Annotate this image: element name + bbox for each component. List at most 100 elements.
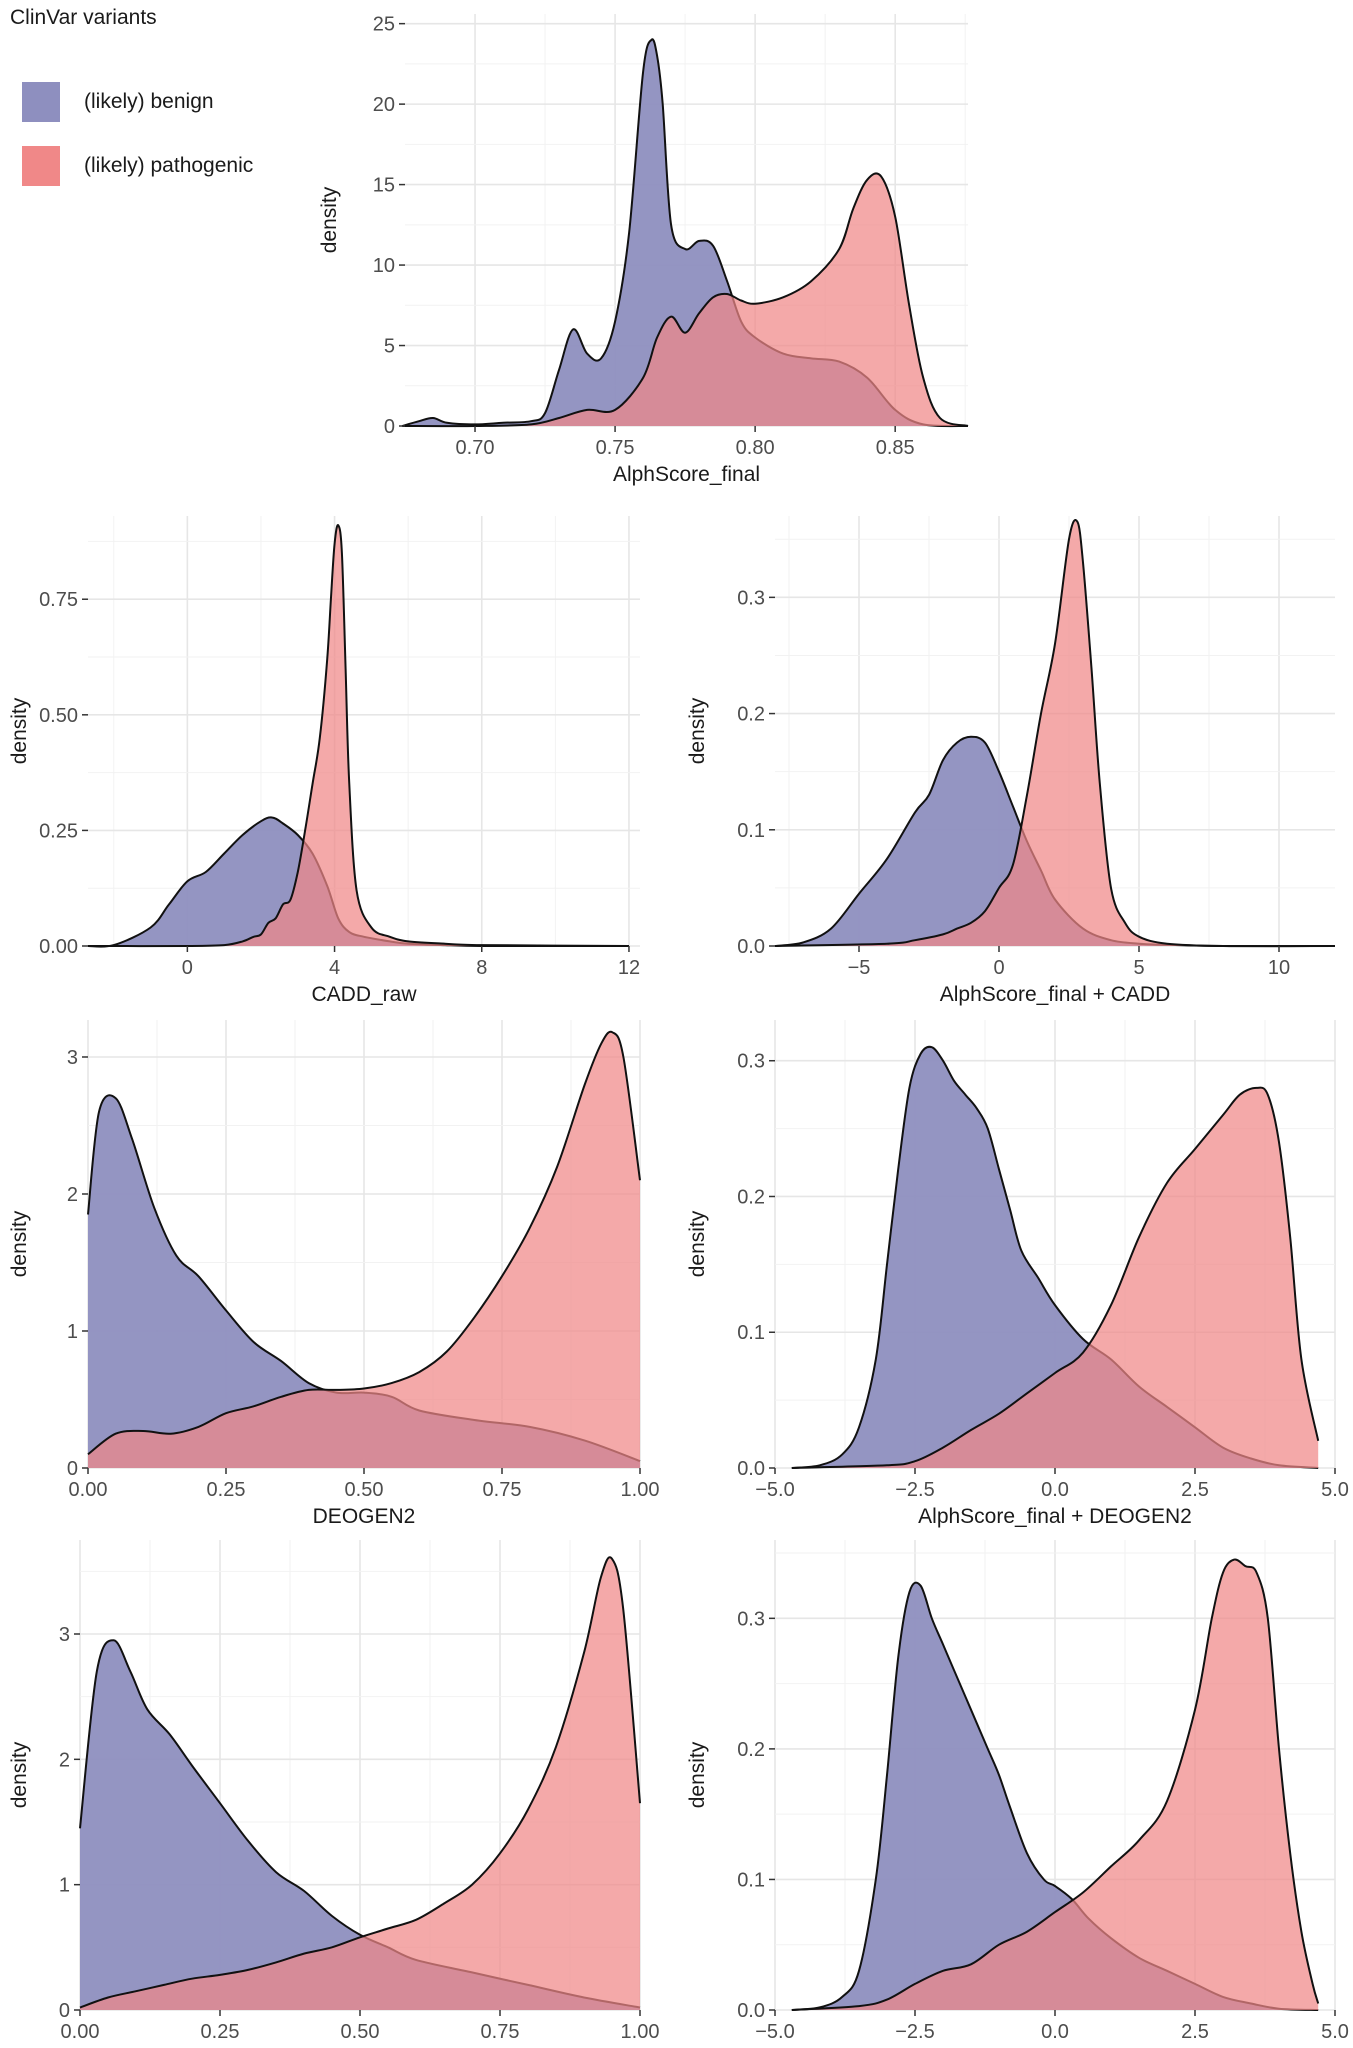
x-tick-label: 5 <box>1133 957 1144 979</box>
density-area-benign <box>791 1046 1319 1468</box>
density-line-pathogenic <box>79 1556 641 2009</box>
y-tick-label: 0 <box>59 2000 70 2022</box>
x-tick-label: 0.25 <box>207 1479 246 1501</box>
y-axis-label: density <box>8 1210 31 1277</box>
y-axis-label: density <box>8 697 31 764</box>
y-tick-label: 5 <box>384 336 395 358</box>
y-axis-label: density <box>318 186 341 253</box>
density-area-benign <box>88 817 629 947</box>
legend-title: ClinVar variants <box>10 6 157 29</box>
x-tick-label: 0.80 <box>736 437 775 459</box>
density-line-pathogenic <box>402 172 969 428</box>
x-tick-label: 0.75 <box>596 437 635 459</box>
x-axis-label: CADD_raw <box>311 983 417 1006</box>
x-tick-label: 0.50 <box>345 1479 384 1501</box>
x-tick-label: 0.00 <box>69 1479 108 1501</box>
x-tick-label: −5.0 <box>755 1479 794 1501</box>
chart-panel-1: 0.70 0.75 0.80 0.85 0 5 10 15 20 25 AlphScore_fina… <box>318 14 969 486</box>
x-tick-label: −5 <box>848 957 871 979</box>
density-area-pathogenic <box>402 173 968 427</box>
y-tick-label: 0.0 <box>737 1458 765 1480</box>
x-tick-label: 0.70 <box>456 437 495 459</box>
x-tick-label: 0.0 <box>1041 2021 1069 2043</box>
density-area-benign <box>80 1640 640 2010</box>
x-tick-label: 5.0 <box>1321 2021 1349 2043</box>
y-tick-label: 0 <box>384 416 395 438</box>
density-area-pathogenic <box>791 1559 1319 2010</box>
density-area-pathogenic <box>791 1087 1319 1468</box>
density-area-benign <box>88 1095 640 1468</box>
density-area-pathogenic <box>88 1031 640 1468</box>
x-axis-label: AlphScore_final <box>613 463 760 486</box>
y-tick-label: 15 <box>373 175 395 197</box>
x-tick-label: 2.5 <box>1181 2021 1209 2043</box>
legend-swatch-benign <box>22 82 60 122</box>
density-line-pathogenic <box>774 519 1336 948</box>
y-tick-label: 0.1 <box>737 820 765 842</box>
y-tick-label: 20 <box>373 94 395 116</box>
density-line-pathogenic <box>87 524 630 948</box>
chart-panel-3: −5 0 5 10 0.0 0.1 0.2 0.3 AlphScore_final + CADD… <box>686 516 1336 1006</box>
density-area-pathogenic <box>775 519 1335 947</box>
x-tick-label: 2.5 <box>1181 1479 1209 1501</box>
y-axis-label: density <box>686 1741 709 1808</box>
x-tick-label: −5.0 <box>755 2021 794 2043</box>
y-tick-label: 0.2 <box>737 1739 765 1761</box>
y-tick-label: 2 <box>59 1749 70 1771</box>
chart-panel-6: 0.000.250.500.751.000123REVELdensity <box>8 1540 659 2048</box>
y-tick-label: 0 <box>67 1458 78 1480</box>
y-tick-label: 0.75 <box>39 589 78 611</box>
x-tick-label: 0.00 <box>61 2021 100 2043</box>
y-tick-label: 1 <box>59 1875 70 1897</box>
x-axis-label: AlphScore_final + CADD <box>940 983 1171 1006</box>
x-tick-label: 0.85 <box>876 437 915 459</box>
y-axis-label: density <box>8 1741 31 1808</box>
density-line-pathogenic <box>791 1086 1320 1469</box>
legend: ClinVar variants (likely) benign (likely… <box>10 6 300 196</box>
chart-panel-4: 0.00 0.25 0.50 0.75 1.00 0 1 2 3 DEOGEN2 density <box>8 1020 659 1528</box>
y-tick-label: 0.1 <box>737 1869 765 1891</box>
y-tick-label: 0.2 <box>737 1186 765 1208</box>
y-tick-label: 0.1 <box>737 1322 765 1344</box>
y-tick-label: 0.3 <box>737 1051 765 1073</box>
x-tick-label: 0 <box>182 957 193 979</box>
density-line-pathogenic <box>87 1030 641 1456</box>
x-tick-label: −2.5 <box>895 1479 934 1501</box>
legend-label-benign: (likely) benign <box>84 90 214 113</box>
y-tick-label: 1 <box>67 1321 78 1343</box>
chart-panel-5: −5.0 −2.5 0.0 2.5 5.0 0.0 0.1 0.2 0.3 AlphScore_f… <box>686 1020 1349 1528</box>
x-tick-label: 0.75 <box>481 2021 520 2043</box>
y-tick-label: 2 <box>67 1184 78 1206</box>
x-tick-label: 0.25 <box>201 2021 240 2043</box>
x-tick-label: 0.50 <box>341 2021 380 2043</box>
x-tick-label: 8 <box>476 957 487 979</box>
y-axis-label: density <box>686 697 709 764</box>
y-tick-label: 3 <box>67 1047 78 1069</box>
x-axis-label: AlphScore_final + DEOGEN2 <box>918 1505 1192 1528</box>
x-tick-label: 5.0 <box>1321 1479 1349 1501</box>
legend-label-pathogenic: (likely) pathogenic <box>84 154 254 177</box>
x-tick-label: −2.5 <box>895 2021 934 2043</box>
y-tick-label: 0.50 <box>39 705 78 727</box>
density-line-pathogenic <box>791 1558 1320 2011</box>
y-tick-label: 3 <box>59 1624 70 1646</box>
y-tick-label: 0.3 <box>737 1608 765 1630</box>
chart-panel-7: −5.0−2.50.02.55.00.00.10.20.3AlphScore_f… <box>686 1540 1349 2048</box>
x-tick-label: 0.75 <box>483 1479 522 1501</box>
y-tick-label: 25 <box>373 14 395 36</box>
density-area-pathogenic <box>88 525 629 947</box>
x-tick-label: 0 <box>993 957 1004 979</box>
y-tick-label: 0.2 <box>737 704 765 726</box>
legend-item-benign: (likely) benign <box>22 82 312 126</box>
y-tick-label: 0.25 <box>39 820 78 842</box>
x-tick-label: 0.0 <box>1041 1479 1069 1501</box>
y-tick-label: 0.00 <box>39 936 78 958</box>
y-tick-label: 0.0 <box>737 2000 765 2022</box>
y-tick-label: 10 <box>373 255 395 277</box>
y-axis-label: density <box>686 1210 709 1277</box>
legend-swatch-pathogenic <box>22 146 60 186</box>
density-area-benign <box>791 1582 1319 2010</box>
x-tick-label: 12 <box>618 957 640 979</box>
x-tick-label: 1.00 <box>621 2021 660 2043</box>
